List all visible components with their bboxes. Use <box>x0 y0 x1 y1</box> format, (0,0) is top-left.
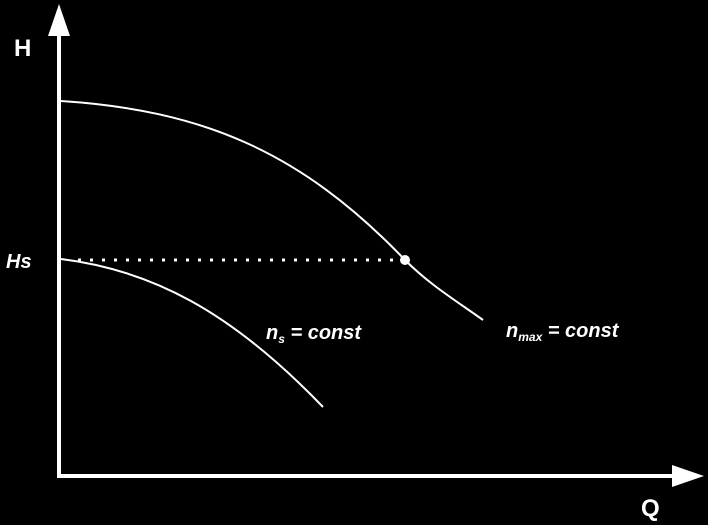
x-axis-label: Q <box>641 495 660 522</box>
curve-label-n-max-rest: = const <box>542 320 619 342</box>
operating-point <box>400 255 410 265</box>
curve-label-n-max-sub: max <box>518 330 543 344</box>
curve-n-max <box>60 100 484 321</box>
hs-level-label: Hs <box>6 251 32 273</box>
curve-label-n-s-rest: = const <box>285 322 362 344</box>
y-axis-label: H <box>14 35 31 62</box>
curve-label-n-max-main: n <box>506 320 518 342</box>
curve-label-n-max: nmax = const <box>506 320 620 344</box>
curve-label-n-s-main: n <box>266 322 278 344</box>
curve-label-n-s-sub: s <box>278 332 285 346</box>
curve-label-n-s: ns = const <box>266 322 362 346</box>
y-axis-arrow-icon <box>48 4 70 36</box>
curve-n-s <box>60 258 324 408</box>
x-axis-arrow-icon <box>672 465 704 487</box>
